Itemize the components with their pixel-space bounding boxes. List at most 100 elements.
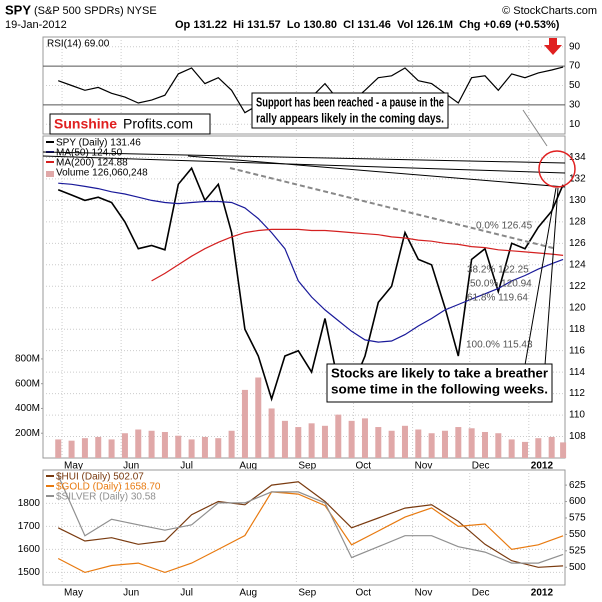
panel-frame <box>42 469 566 586</box>
y-tick-label: 112 <box>569 388 585 399</box>
legend-swatch <box>46 485 54 487</box>
y-tick-label: 70 <box>569 61 581 72</box>
x-tick-label: Dec <box>472 461 490 472</box>
volume-bar <box>535 438 542 458</box>
y-tick-label: 10 <box>569 119 581 130</box>
logo-box <box>49 113 211 135</box>
volume-bar <box>521 441 528 458</box>
y-tick-label: 108 <box>569 431 586 442</box>
x-tick-label: Sep <box>298 461 316 472</box>
annotation-box <box>251 92 449 129</box>
y-tick-label: 575 <box>569 513 586 524</box>
y-tick-label: 1800 <box>18 498 41 509</box>
series-line <box>57 166 564 402</box>
annotation-text: Stocks are likely to take a breather <box>331 366 548 380</box>
x-tick-label: Jul <box>180 588 193 599</box>
pointer-line <box>522 109 548 147</box>
fib-label: 38.2% 122.25 <box>467 265 529 276</box>
logo-part: Profits.com <box>123 116 193 132</box>
x-tick-label: May <box>64 588 83 599</box>
fib-label: 61.8% 119.64 <box>467 293 528 304</box>
panel-title: RSI(14) 69.00 <box>47 39 110 50</box>
volume-bar <box>135 429 142 458</box>
y-tick-label: 110 <box>569 410 585 421</box>
volume-bar <box>388 430 395 458</box>
series-line <box>57 491 564 574</box>
x-tick-label: Sep <box>298 588 316 599</box>
volume-bar <box>508 439 515 458</box>
volume-bar <box>455 427 462 458</box>
volume-bar <box>228 430 235 458</box>
volume-bar <box>321 425 328 458</box>
annotation-box <box>326 363 553 403</box>
legend-swatch <box>46 161 54 163</box>
y-tick-label: 550 <box>569 529 586 540</box>
series-line <box>57 475 564 564</box>
x-tick-label: Jun <box>123 588 139 599</box>
y-tick-label: 600M <box>15 378 40 389</box>
volume-bar <box>495 433 502 458</box>
red-arrow <box>544 38 562 55</box>
fib-label: 0.0% 126.45 <box>476 221 533 232</box>
series-line <box>58 182 564 343</box>
quote: Op 131.22 Hi 131.57 Lo 130.80 Cl 131.46 … <box>175 19 560 31</box>
volume-bar <box>361 418 368 458</box>
volume-bar <box>55 439 62 458</box>
y-tick-label: 90 <box>569 41 581 52</box>
trendline <box>187 155 566 188</box>
y-tick-label: 525 <box>569 545 586 556</box>
volume-bar <box>188 439 195 458</box>
volume-bar <box>95 436 102 458</box>
y-tick-label: 50 <box>569 80 581 91</box>
y-tick-label: 114 <box>569 367 585 378</box>
annotation-text: rally appears likely in the coming days. <box>256 111 444 125</box>
x-tick-label: Oct <box>356 461 372 472</box>
y-tick-label: 128 <box>569 217 586 228</box>
trendline <box>42 151 566 164</box>
x-tick-label: Nov <box>415 588 433 599</box>
legend-label: $HUI (Daily) 502.07 <box>56 472 144 483</box>
y-tick-label: 132 <box>569 174 586 185</box>
y-tick-label: 400M <box>15 403 40 414</box>
volume-bar <box>295 427 302 458</box>
volume-bar <box>148 430 155 458</box>
y-tick-label: 118 <box>569 324 585 335</box>
legend-label: MA(200) 124.88 <box>56 158 128 169</box>
symbol: SPY <box>5 2 31 17</box>
volume-bar <box>481 431 488 458</box>
pointer-line <box>544 187 559 366</box>
y-tick-label: 200M <box>15 428 40 439</box>
volume-bar <box>241 389 248 458</box>
y-tick-label: 122 <box>569 281 586 292</box>
volume-bar <box>175 435 182 458</box>
y-tick-label: 625 <box>569 480 586 491</box>
x-tick-label: Jul <box>180 461 193 472</box>
volume-bar <box>308 423 315 458</box>
legend-swatch <box>46 171 54 177</box>
pointer-line <box>524 187 557 366</box>
y-tick-label: 126 <box>569 238 586 249</box>
annotation-text: some time in the following weeks. <box>331 382 548 396</box>
x-tick-label: Aug <box>239 461 257 472</box>
series-line <box>57 481 564 568</box>
legend-label: $GOLD (Daily) 1658.70 <box>56 482 161 493</box>
x-tick-label: 2012 <box>531 461 554 472</box>
volume-bar <box>335 414 342 458</box>
volume-bar <box>268 408 275 458</box>
y-tick-label: 1600 <box>18 544 41 555</box>
volume-bar <box>255 377 262 458</box>
x-tick-label: Oct <box>356 588 372 599</box>
source: © StockCharts.com <box>502 5 597 17</box>
y-tick-label: 800M <box>15 354 40 365</box>
volume-bar <box>375 427 382 458</box>
y-tick-label: 116 <box>569 345 585 356</box>
annotation-text: Support has been reached - a pause in th… <box>256 95 444 109</box>
volume-bar <box>415 429 422 458</box>
symbol-name: (S&P 500 SPDRs) NYSE <box>34 5 157 17</box>
legend-swatch <box>46 475 54 477</box>
volume-bar <box>68 440 75 458</box>
volume-bar <box>121 433 128 458</box>
y-tick-label: 600 <box>569 496 586 507</box>
y-tick-label: 130 <box>569 195 586 206</box>
trendline <box>42 155 566 174</box>
